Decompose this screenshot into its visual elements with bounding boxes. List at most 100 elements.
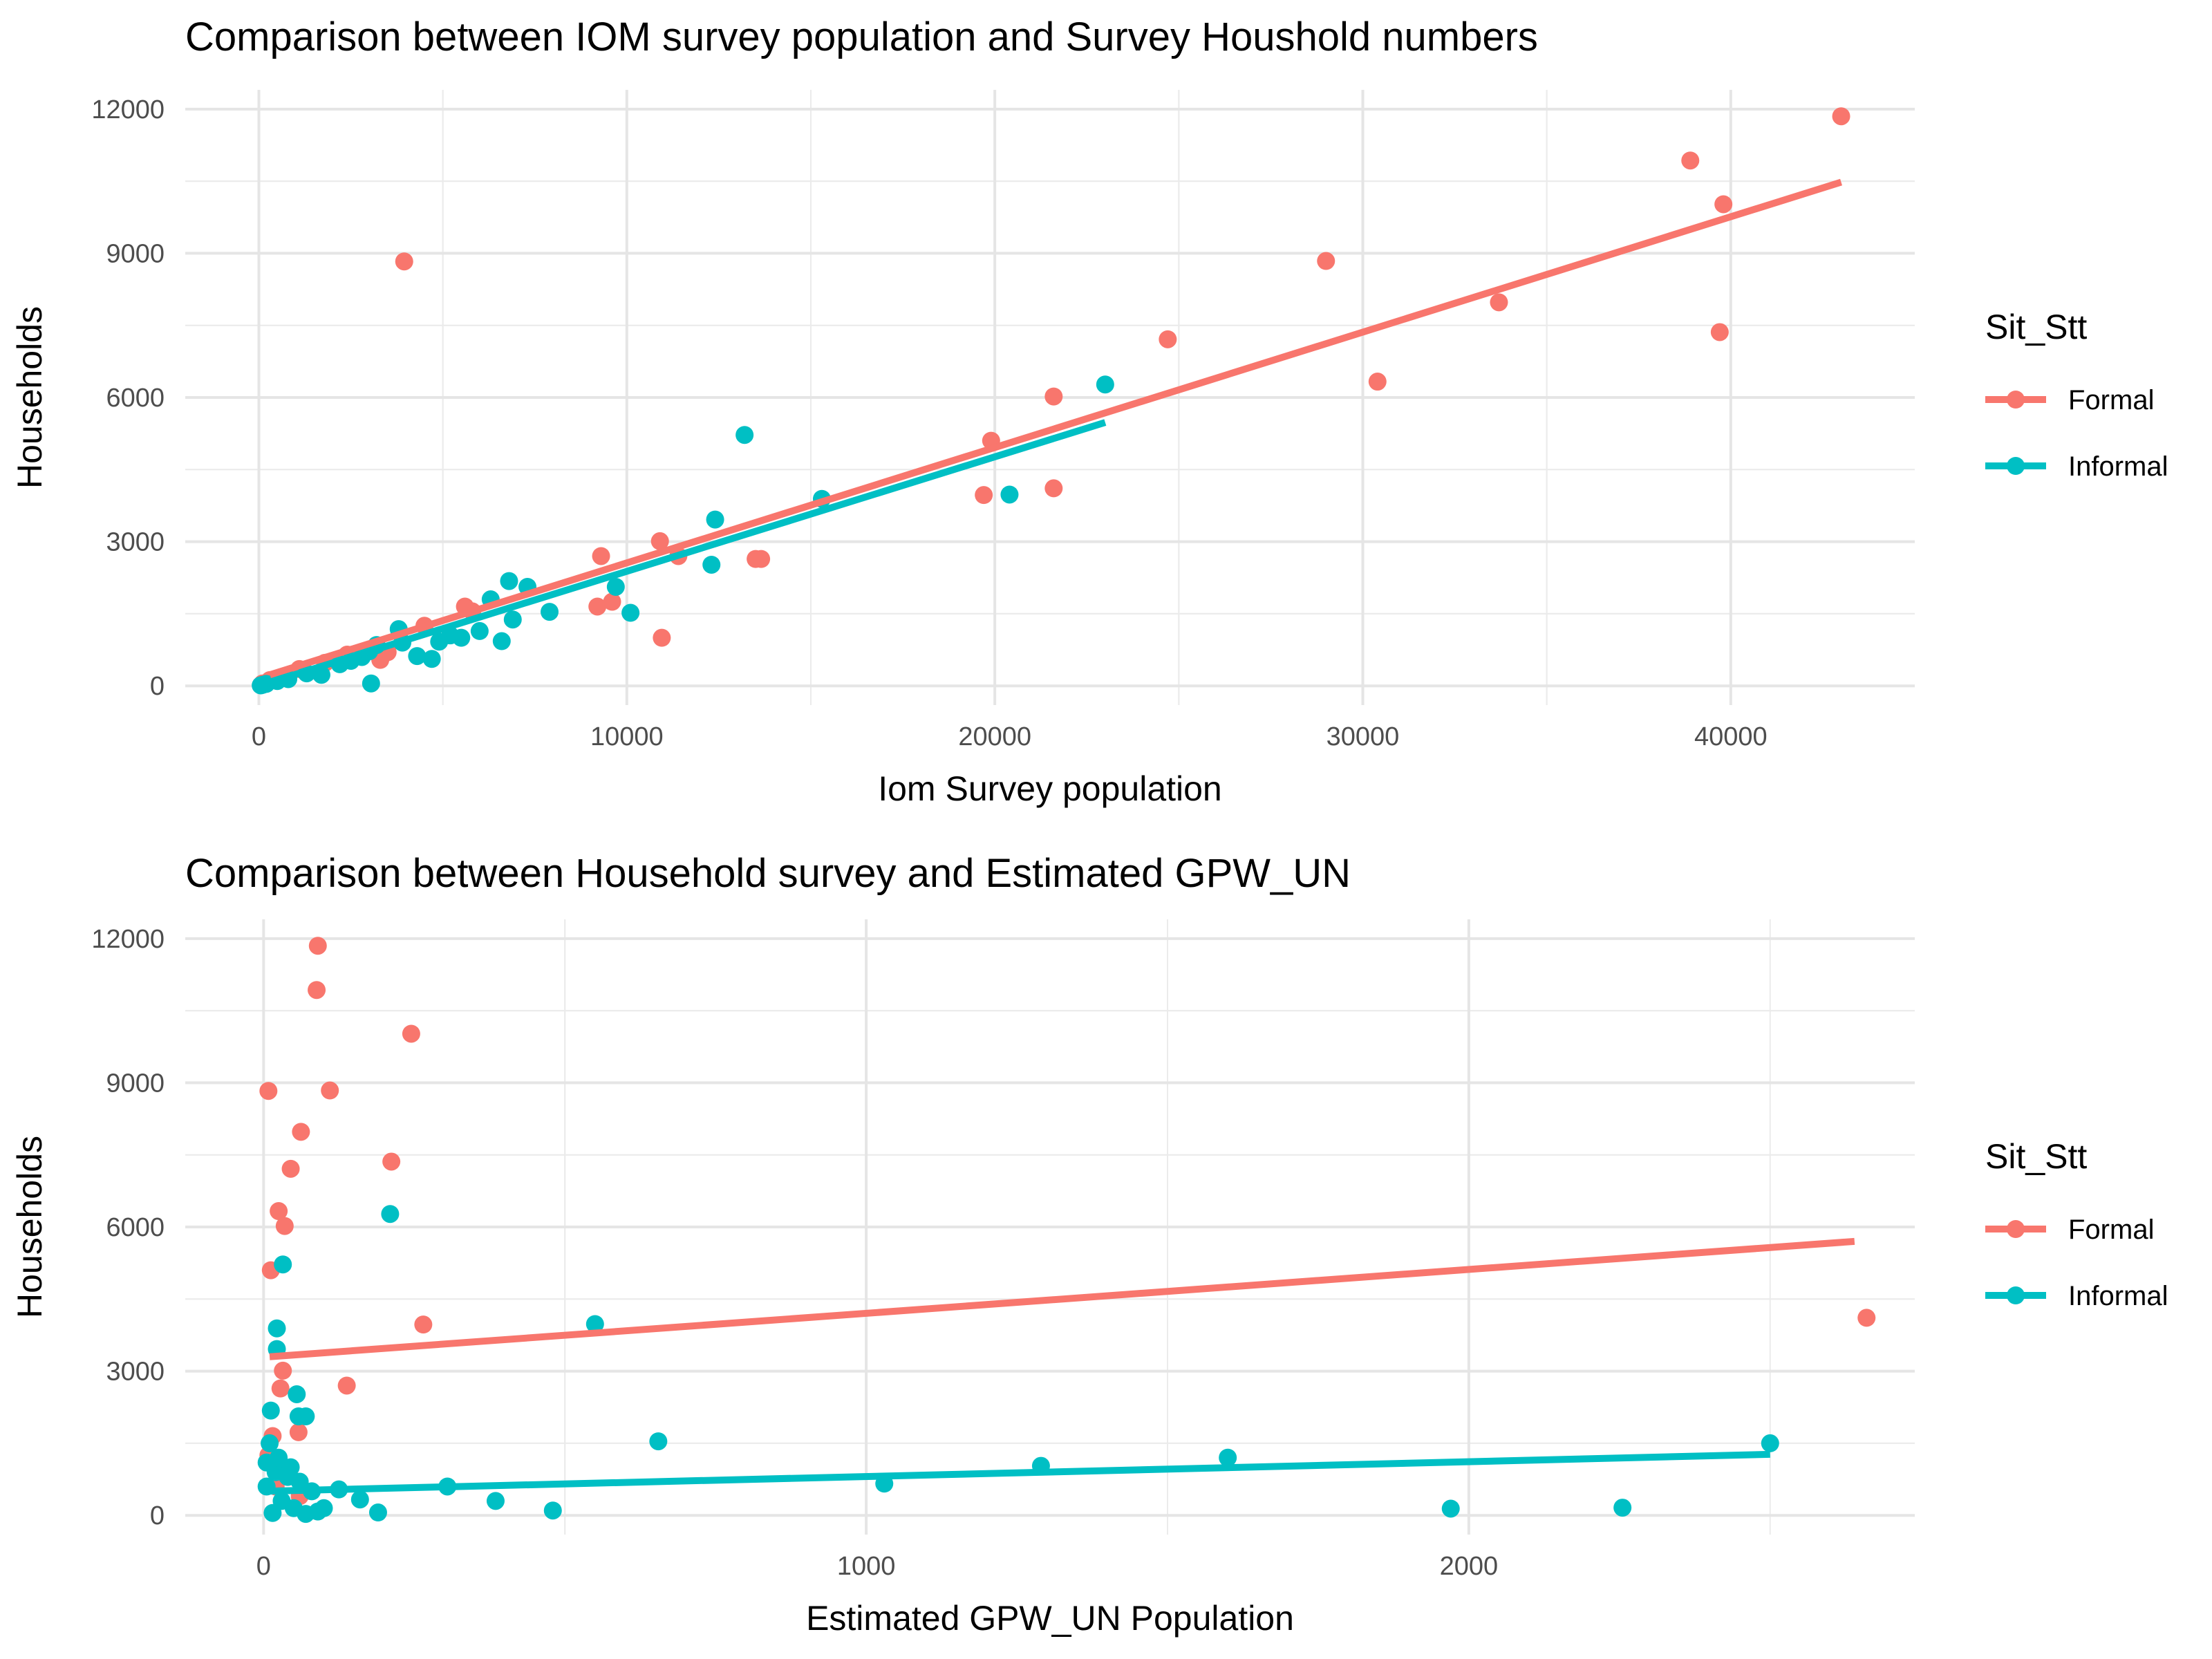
data-point-formal xyxy=(1714,195,1733,214)
x-axis-title: Estimated GPW_UN Population xyxy=(806,1599,1294,1638)
data-point-informal xyxy=(1096,375,1114,394)
x-tick-label: 2000 xyxy=(1440,1552,1499,1581)
trend-line-informal xyxy=(263,1450,1770,1495)
data-point-formal xyxy=(414,1315,433,1334)
data-point-informal xyxy=(1613,1499,1632,1517)
data-point-informal xyxy=(408,647,427,666)
legend-key-point xyxy=(2007,457,2025,475)
data-point-informal xyxy=(308,1502,327,1521)
data-point-formal xyxy=(402,1024,420,1043)
data-point-informal xyxy=(422,650,441,668)
data-point-informal xyxy=(261,1401,280,1420)
data-point-formal xyxy=(1857,1309,1876,1327)
data-point-formal xyxy=(337,1376,356,1395)
data-point-informal xyxy=(735,426,754,444)
trend-line-formal xyxy=(269,1237,1855,1360)
y-tick-label: 12000 xyxy=(91,95,165,124)
y-tick-label: 0 xyxy=(150,672,165,701)
data-point-informal xyxy=(606,577,625,596)
data-point-informal xyxy=(1441,1499,1460,1518)
data-point-informal xyxy=(702,555,721,574)
data-point-formal xyxy=(1681,151,1700,170)
data-point-formal xyxy=(975,486,993,505)
legend-title: Sit_Stt xyxy=(1985,1137,2087,1176)
y-tick-label: 9000 xyxy=(106,239,165,268)
y-axis-title: Households xyxy=(10,1136,49,1318)
data-point-informal xyxy=(541,603,559,621)
legend-key-point xyxy=(2007,1286,2025,1304)
y-tick-label: 0 xyxy=(150,1501,165,1530)
data-point-formal xyxy=(1368,373,1387,391)
data-point-informal xyxy=(268,1319,286,1338)
data-point-informal xyxy=(290,1472,309,1491)
data-point-informal xyxy=(263,1503,282,1522)
legend-title: Sit_Stt xyxy=(1985,308,2087,346)
x-tick-label: 40000 xyxy=(1694,722,1768,751)
data-point-formal xyxy=(270,1202,288,1221)
x-tick-label: 0 xyxy=(256,1552,271,1581)
data-point-informal xyxy=(486,1492,505,1510)
data-point-formal xyxy=(395,252,413,271)
data-point-formal xyxy=(1044,479,1063,498)
data-point-formal xyxy=(1159,330,1177,348)
data-point-informal xyxy=(500,572,518,590)
data-point-informal xyxy=(297,1407,315,1425)
data-point-formal xyxy=(281,1159,300,1178)
data-point-informal xyxy=(288,1385,306,1403)
data-point-formal xyxy=(592,547,610,565)
data-point-formal xyxy=(321,1081,339,1100)
data-point-informal xyxy=(362,674,380,693)
data-point-informal xyxy=(270,1448,288,1467)
data-point-formal xyxy=(308,937,327,955)
legend-label-informal: Informal xyxy=(2068,451,2168,482)
data-point-informal xyxy=(492,632,511,650)
y-axis-title: Households xyxy=(10,306,49,489)
legend-key-point xyxy=(2007,1220,2025,1238)
trend-line-formal xyxy=(268,178,1843,678)
data-point-formal xyxy=(752,550,771,568)
data-point-formal xyxy=(292,1123,310,1141)
data-point-formal xyxy=(603,592,621,611)
data-point-informal xyxy=(261,1434,279,1452)
data-point-formal xyxy=(588,597,607,616)
data-point-formal xyxy=(1317,252,1335,270)
legend-key-point xyxy=(2007,391,2025,409)
data-point-formal xyxy=(275,1217,294,1235)
data-point-formal xyxy=(271,1379,290,1398)
data-point-informal xyxy=(350,1490,369,1509)
data-point-informal xyxy=(470,621,489,640)
data-point-formal xyxy=(274,1361,292,1380)
data-point-informal xyxy=(281,1458,300,1477)
data-point-formal xyxy=(382,1152,401,1171)
data-point-informal xyxy=(274,1255,292,1274)
data-point-formal xyxy=(650,532,669,550)
x-tick-label: 1000 xyxy=(837,1552,896,1581)
chart-title: Comparison between Household survey and … xyxy=(185,851,1351,896)
x-axis-title: Iom Survey population xyxy=(878,769,1222,808)
y-tick-label: 12000 xyxy=(91,925,165,954)
x-tick-label: 20000 xyxy=(958,722,1031,751)
y-tick-label: 6000 xyxy=(106,1213,165,1242)
x-tick-label: 30000 xyxy=(1327,722,1400,751)
plot-area: 0 10000 20000 30000 40000 0 3000 6000 9000 12000 I… xyxy=(10,90,2168,808)
data-point-formal xyxy=(308,981,326,1000)
data-point-informal xyxy=(1219,1448,1237,1467)
legend-label-formal: Formal xyxy=(2068,1215,2154,1245)
trend-line-informal xyxy=(257,419,1107,689)
data-point-informal xyxy=(1761,1434,1779,1452)
data-point-informal xyxy=(706,510,724,529)
y-tick-label: 3000 xyxy=(106,1358,165,1387)
data-point-formal xyxy=(653,628,671,647)
y-tick-label: 9000 xyxy=(106,1069,165,1098)
chart-title: Comparison between IOM survey population… xyxy=(185,15,1538,59)
data-point-formal xyxy=(289,1423,308,1441)
data-point-informal xyxy=(368,1503,387,1522)
data-point-formal xyxy=(1832,107,1850,126)
plot-area: 0 1000 2000 0 3000 6000 9000 12000 Estimated GPW… xyxy=(10,919,2168,1638)
data-point-formal xyxy=(1490,293,1508,312)
data-point-informal xyxy=(430,632,449,651)
data-point-informal xyxy=(381,1205,400,1224)
data-point-informal xyxy=(585,1315,604,1333)
data-point-informal xyxy=(1000,485,1019,504)
x-tick-label: 10000 xyxy=(590,722,664,751)
